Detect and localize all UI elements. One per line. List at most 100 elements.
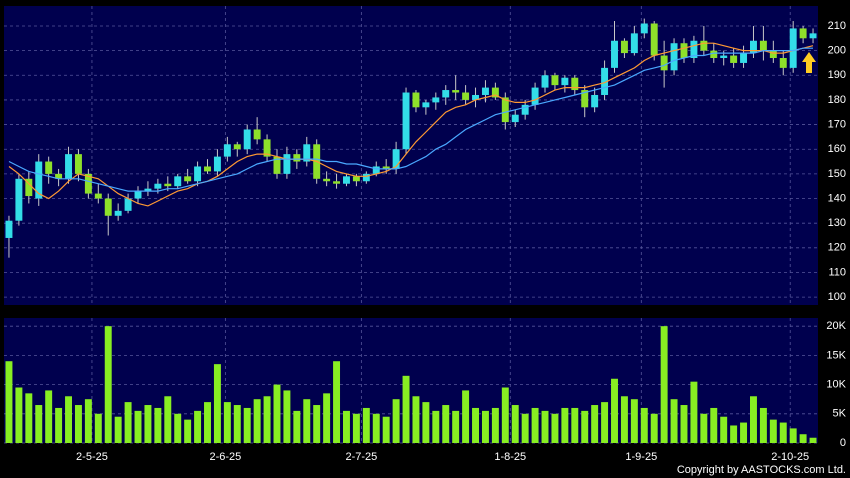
volume-bar — [700, 413, 708, 443]
candle-body — [481, 87, 489, 95]
candle-body — [710, 50, 718, 59]
y-tick-label: 120 — [828, 242, 846, 254]
candle-body — [114, 210, 122, 216]
volume-bar — [491, 407, 499, 443]
volume-bar — [660, 326, 668, 443]
volume-bar — [452, 410, 460, 443]
candle-body — [45, 161, 53, 174]
volume-tick-label: 10K — [826, 378, 846, 390]
volume-bar — [809, 437, 817, 443]
volume-bar — [720, 416, 728, 443]
volume-bar — [55, 407, 63, 443]
volume-bar — [799, 434, 807, 443]
candle-body — [204, 166, 211, 172]
y-tick-label: 140 — [828, 192, 846, 204]
candle-body — [650, 23, 658, 56]
candle-body — [442, 90, 450, 98]
candle-body — [402, 92, 410, 150]
volume-bar — [243, 407, 251, 443]
volume-bar — [323, 393, 331, 443]
volume-tick-label: 20K — [826, 320, 846, 332]
volume-bar — [154, 407, 162, 443]
candle-body — [700, 40, 708, 51]
volume-bar — [769, 419, 777, 443]
volume-bar — [759, 407, 767, 443]
volume-bar — [74, 405, 82, 443]
volume-bar — [422, 402, 430, 443]
candle-body — [372, 166, 380, 174]
x-tick-label: 2-10-25 — [771, 451, 809, 463]
candle-body — [333, 181, 341, 184]
volume-tick-label: 0 — [840, 437, 846, 449]
candle-body — [184, 176, 192, 182]
volume-bar — [253, 399, 261, 443]
y-tick-label: 150 — [828, 168, 846, 180]
volume-bar — [204, 402, 211, 443]
volume-bar — [293, 410, 301, 443]
candle-body — [74, 154, 82, 174]
candle-body — [134, 191, 142, 199]
volume-bar — [303, 399, 311, 443]
candle-body — [581, 90, 589, 108]
volume-bar — [670, 399, 678, 443]
candle-body — [94, 193, 102, 199]
volume-bar — [789, 428, 797, 443]
volume-bar — [114, 416, 122, 443]
layer: 100 110 120 130 140 150 160 170 180 190 200 210 0 5K 1… — [4, 6, 847, 463]
candle-body — [531, 87, 539, 105]
candle-body — [660, 55, 668, 71]
volume-bar — [273, 384, 281, 443]
volume-bar — [730, 425, 738, 443]
candle-body — [601, 67, 609, 95]
candle-body — [789, 28, 797, 68]
x-tick-label: 1-9-25 — [625, 451, 657, 463]
candle-body — [303, 144, 311, 162]
volume-bar — [94, 413, 102, 443]
candle-body — [243, 129, 251, 150]
volume-bar — [551, 413, 559, 443]
volume-bar — [184, 419, 192, 443]
volume-bar — [402, 375, 410, 443]
volume-bar — [372, 413, 380, 443]
volume-bar — [382, 416, 390, 443]
volume-bar — [174, 413, 182, 443]
volume-bar — [601, 402, 609, 443]
candle-body — [591, 94, 599, 108]
volume-bar — [84, 399, 92, 443]
candle-body — [55, 173, 63, 179]
volume-bar — [531, 407, 539, 443]
candle-body — [213, 156, 221, 172]
y-tick-label: 200 — [828, 45, 846, 57]
candle-body — [620, 40, 628, 54]
candle-body — [501, 97, 509, 123]
candle-body — [194, 166, 202, 182]
candle-body — [740, 53, 748, 63]
volume-bar — [412, 396, 420, 443]
copyright: Copyright by AASTOCKS.com Ltd. — [677, 464, 846, 476]
candle-body — [422, 102, 430, 108]
candle-body — [690, 40, 698, 59]
volume-bar — [501, 387, 509, 443]
volume-bar — [104, 326, 112, 443]
candle-body — [769, 50, 777, 59]
candle-body — [491, 87, 499, 98]
volume-bar — [362, 407, 370, 443]
volume-bar — [65, 396, 72, 443]
volume-bar — [521, 413, 529, 443]
candle-body — [720, 55, 728, 59]
y-tick-label: 210 — [828, 20, 846, 32]
volume-bar — [5, 361, 13, 443]
candle-body — [630, 33, 638, 54]
volume-bar — [650, 413, 658, 443]
arrow-icon — [802, 52, 816, 73]
volume-bar — [233, 405, 241, 443]
x-tick-label: 1-8-25 — [494, 451, 526, 463]
candle-body — [174, 176, 182, 187]
volume-bar — [740, 422, 748, 443]
volume-bar — [591, 405, 599, 443]
candle-body — [462, 92, 470, 100]
volume-bar — [25, 393, 33, 443]
x-tick-label: 2-5-25 — [76, 451, 108, 463]
volume-bar — [352, 413, 360, 443]
